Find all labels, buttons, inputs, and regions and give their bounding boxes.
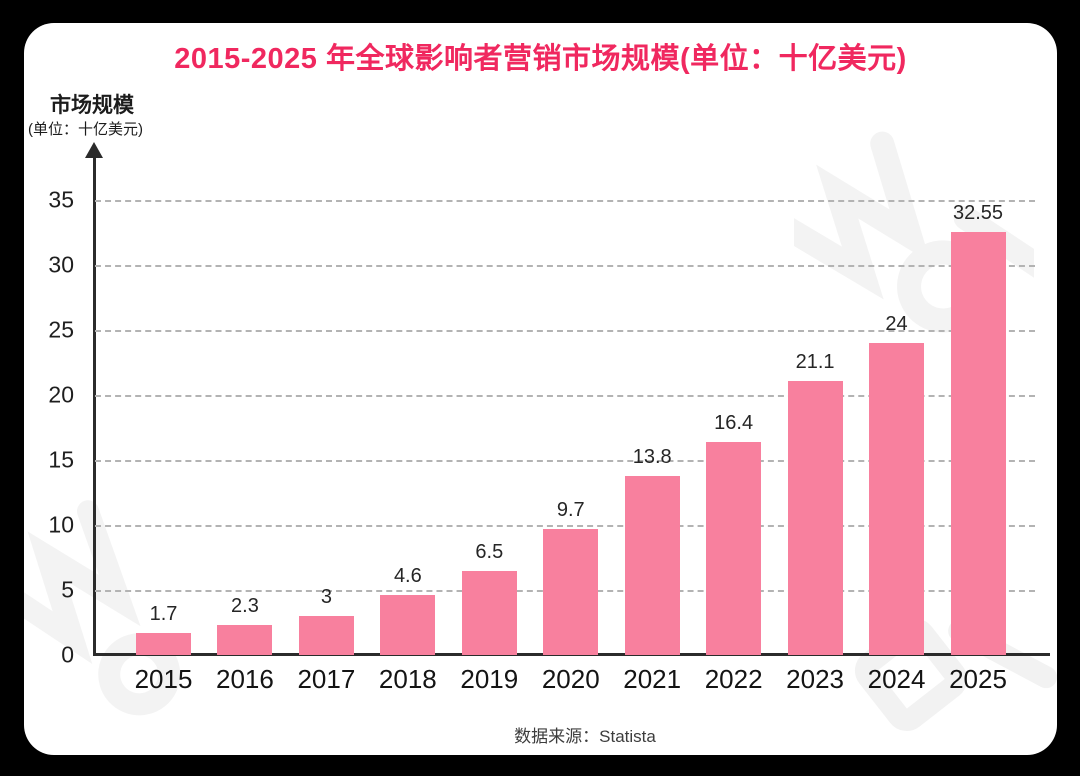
y-tick-label-5: 5 — [61, 576, 74, 603]
bar-2023 — [787, 380, 843, 655]
bar-value-2020: 9.7 — [556, 498, 585, 521]
bar-value-2015: 1.7 — [149, 602, 178, 625]
y-tick-label-35: 35 — [48, 186, 74, 213]
bar-2025 — [950, 231, 1006, 655]
gridline-20 — [95, 395, 1035, 397]
bar-2017 — [298, 616, 354, 655]
y-tick-label-20: 20 — [48, 381, 74, 408]
x-tick-label-2015: 2015 — [134, 664, 193, 694]
bar-value-2017: 3 — [320, 586, 332, 608]
bar-value-2024: 24 — [885, 313, 908, 335]
bar-2024 — [869, 343, 925, 655]
bar-value-2025: 32.55 — [952, 201, 1004, 224]
bar-2020 — [543, 528, 599, 655]
x-tick-label-2016: 2016 — [216, 664, 274, 694]
bar-2018 — [380, 595, 436, 655]
gridline-10 — [95, 525, 1035, 527]
bar-value-2023: 21.1 — [795, 350, 835, 373]
y-tick-label-25: 25 — [48, 316, 74, 343]
y-axis-arrow-icon — [85, 142, 103, 158]
chart-card: 2015-2025 年全球影响者营销市场规模(单位：十亿美元) 市场规模 (单位… — [24, 23, 1057, 755]
bar-2016 — [217, 625, 273, 655]
x-tick-label-2022: 2022 — [704, 664, 763, 694]
x-tick-label-2024: 2024 — [867, 664, 926, 694]
x-tick-label-2019: 2019 — [460, 664, 519, 694]
x-tick-label-2017: 2017 — [297, 664, 356, 694]
x-tick-label-2020: 2020 — [541, 664, 600, 694]
y-tick-label-30: 30 — [48, 251, 74, 278]
chart-title: 2015-2025 年全球影响者营销市场规模(单位：十亿美元) — [174, 43, 907, 75]
x-tick-label-2018: 2018 — [378, 664, 437, 694]
gridline-25 — [95, 330, 1035, 332]
bar-value-2021: 13.8 — [632, 445, 672, 468]
plot-area: 0 5 10 15 20 25 30 35 1.7 2015 2.3 2016 3 2017 4.6 2018… — [24, 23, 1057, 755]
y-axis-line — [93, 157, 96, 655]
y-tick-label-10: 10 — [48, 511, 74, 538]
y-axis-subtitle: (单位：十亿美元) — [28, 121, 143, 138]
x-tick-label-2021: 2021 — [623, 664, 682, 694]
x-tick-label-2025: 2025 — [949, 664, 1007, 694]
bar-value-2019: 6.5 — [475, 540, 504, 563]
gridline-30 — [95, 265, 1035, 267]
bar-value-2022: 16.4 — [714, 411, 754, 434]
y-tick-label-0: 0 — [61, 641, 74, 668]
bar-2022 — [706, 441, 762, 655]
source-note: 数据来源：Statista — [514, 727, 656, 746]
bar-2021 — [624, 475, 680, 655]
gridline-35 — [95, 200, 1035, 202]
bar-value-2016: 2.3 — [231, 595, 259, 618]
y-axis-title: 市场规模 — [50, 94, 134, 117]
x-tick-label-2023: 2023 — [786, 664, 845, 694]
bar-2019 — [461, 570, 517, 655]
bar-2015 — [136, 632, 191, 655]
gridline-15 — [95, 460, 1035, 462]
y-tick-label-15: 15 — [48, 446, 74, 473]
bar-value-2018: 4.6 — [393, 565, 422, 588]
